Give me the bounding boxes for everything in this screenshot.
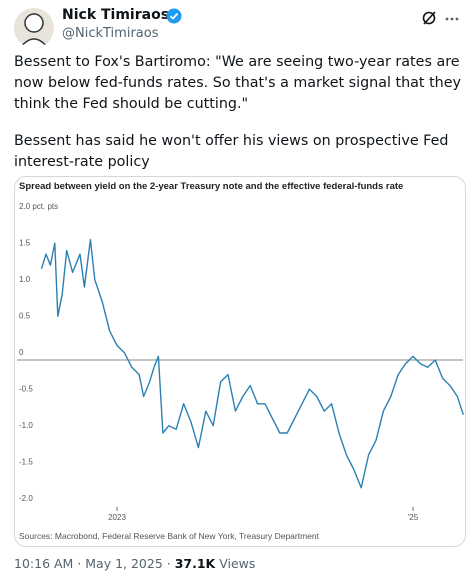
x-tick-label: '25 bbox=[408, 513, 419, 522]
chart-image[interactable]: Spread between yield on the 2-year Treas… bbox=[14, 176, 466, 547]
date[interactable]: May 1, 2025 bbox=[85, 556, 163, 571]
header-icons bbox=[422, 11, 459, 25]
y-tick-label: -1.5 bbox=[19, 458, 33, 467]
more-icon[interactable] bbox=[445, 17, 459, 21]
avatar-image bbox=[19, 13, 49, 48]
tweet-text: Bessent to Fox's Bartiromo: "We are seei… bbox=[14, 52, 462, 189]
y-tick-label: -1.0 bbox=[19, 421, 33, 430]
y-tick-label: 2.0 pct. pts bbox=[19, 202, 58, 211]
avatar[interactable] bbox=[14, 8, 54, 48]
y-tick-label: -0.5 bbox=[19, 385, 33, 394]
author-handle[interactable]: @NickTimiraos bbox=[62, 26, 159, 41]
verified-badge bbox=[166, 8, 182, 24]
chart: Spread between yield on the 2-year Treas… bbox=[17, 181, 464, 541]
author-name[interactable]: Nick Timiraos bbox=[62, 7, 170, 23]
x-tick-label: 2023 bbox=[108, 513, 126, 522]
views-label: Views bbox=[219, 556, 256, 571]
chart-source: Sources: Macrobond, Federal Reserve Bank… bbox=[19, 531, 320, 541]
grok-icon[interactable] bbox=[422, 11, 436, 25]
chart-title: Spread between yield on the 2-year Treas… bbox=[19, 181, 403, 192]
y-tick-label: 0.5 bbox=[19, 312, 31, 321]
line-series bbox=[40, 238, 464, 489]
y-tick-label: 1.5 bbox=[19, 239, 31, 248]
tweet-footer: 10:16 AM · May 1, 2025 · 37.1K Views bbox=[14, 556, 256, 571]
views-count: 37.1K bbox=[174, 556, 216, 571]
y-tick-label: -2.0 bbox=[19, 494, 33, 503]
paragraph: Bessent to Fox's Bartiromo: "We are seei… bbox=[14, 54, 461, 112]
y-tick-label: 1.0 bbox=[19, 275, 31, 284]
paragraph: Bessent has said he won't offer his view… bbox=[14, 133, 449, 170]
y-tick-label: 0 bbox=[19, 348, 24, 357]
time[interactable]: 10:16 AM bbox=[14, 556, 74, 571]
